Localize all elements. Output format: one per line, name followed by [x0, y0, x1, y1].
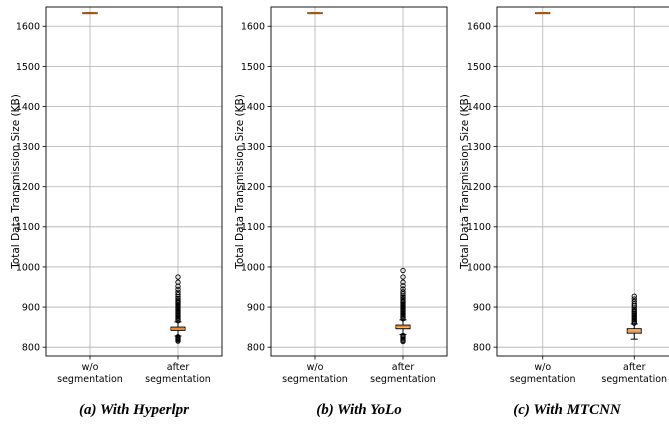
- outlier-point: [400, 294, 406, 301]
- y-tick-label: 1100: [241, 222, 265, 233]
- y-tick-label: 1600: [16, 22, 40, 33]
- panel-caption: (a) With Hyperlpr: [79, 402, 189, 418]
- outlier-point: [631, 308, 637, 314]
- y-tick-label: 900: [22, 302, 40, 313]
- x-tick-label: w/o: [82, 362, 99, 373]
- panel-yolo: 8009001000110012001300140015001600w/oseg…: [234, 6, 448, 418]
- y-tick-label: 1600: [241, 22, 265, 33]
- panel-hyperlpr: 8009001000110012001300140015001600w/oseg…: [10, 6, 223, 418]
- y-tick-label: 1100: [467, 222, 491, 233]
- y-tick-label: 1500: [241, 62, 265, 73]
- y-tick-label: 1500: [467, 62, 491, 73]
- x-tick-label: segmentation: [57, 374, 123, 385]
- outlier-point: [631, 293, 637, 299]
- panel-mtcnn: 8009001000110012001300140015001600w/oseg…: [459, 6, 669, 418]
- y-tick-label: 1000: [16, 262, 40, 273]
- x-tick-label: segmentation: [370, 374, 436, 385]
- outlier-point: [175, 279, 181, 285]
- y-tick-label: 1300: [16, 142, 40, 153]
- box-1: [395, 267, 411, 345]
- outlier-point: [400, 283, 406, 289]
- outlier-point: [400, 279, 406, 285]
- y-tick-label: 1100: [16, 222, 40, 233]
- outlier-point: [631, 296, 637, 302]
- y-tick-label: 1600: [467, 22, 491, 33]
- outlier-point: [400, 289, 406, 295]
- y-tick-label: 1400: [16, 102, 40, 113]
- y-tick-label: 1400: [241, 102, 265, 113]
- x-tick-label: w/o: [307, 362, 324, 373]
- y-tick-label: 900: [247, 302, 265, 313]
- y-tick-label: 1000: [241, 262, 265, 273]
- outlier-point: [400, 296, 406, 302]
- axes-frame: [270, 6, 448, 357]
- y-tick-label: 1200: [16, 182, 40, 193]
- outlier-point: [175, 289, 181, 295]
- outlier-point: [175, 297, 181, 303]
- y-tick-label: 1300: [467, 142, 491, 153]
- y-tick-label: 1000: [467, 262, 491, 273]
- y-tick-label: 1500: [16, 62, 40, 73]
- y-axis-label: Total Data Transmission Size (KB): [459, 94, 471, 270]
- outlier-point: [175, 274, 181, 280]
- y-axis-label: Total Data Transmission Size (KB): [10, 94, 22, 270]
- x-tick-label: segmentation: [601, 374, 667, 385]
- panel-caption: (c) With MTCNN: [513, 402, 622, 418]
- outlier-point: [631, 306, 637, 313]
- x-tick-label: segmentation: [282, 374, 348, 385]
- panel-caption: (b) With YoLo: [316, 402, 402, 418]
- outlier-point: [175, 334, 181, 340]
- box-0: [307, 12, 323, 15]
- box-1: [535, 12, 551, 15]
- x-tick-label: segmentation: [510, 374, 576, 385]
- y-tick-label: 1400: [467, 102, 491, 113]
- outlier-point: [175, 286, 181, 293]
- outlier-point: [175, 295, 181, 301]
- outlier-point: [175, 291, 181, 298]
- outlier-point: [631, 298, 637, 305]
- box-0: [82, 12, 98, 15]
- axes-frame: [45, 6, 223, 357]
- outlier-point: [400, 274, 406, 280]
- x-tick-label: after: [623, 362, 646, 373]
- x-tick-label: w/o: [534, 362, 551, 373]
- box-0: [626, 293, 642, 340]
- y-tick-label: 900: [473, 302, 491, 313]
- axes-frame: [496, 6, 669, 357]
- x-tick-label: after: [392, 362, 415, 373]
- y-tick-label: 800: [22, 343, 40, 354]
- box-1: [170, 274, 186, 344]
- y-tick-label: 1200: [241, 182, 265, 193]
- outlier-point: [400, 286, 406, 292]
- y-tick-label: 1300: [241, 142, 265, 153]
- y-tick-label: 800: [473, 343, 491, 354]
- outlier-point: [400, 267, 406, 274]
- x-tick-label: segmentation: [145, 374, 211, 385]
- x-tick-label: after: [167, 362, 190, 373]
- y-tick-label: 1200: [467, 182, 491, 193]
- y-tick-label: 800: [247, 343, 265, 354]
- outlier-point: [400, 332, 406, 339]
- y-axis-label: Total Data Transmission Size (KB): [234, 94, 246, 270]
